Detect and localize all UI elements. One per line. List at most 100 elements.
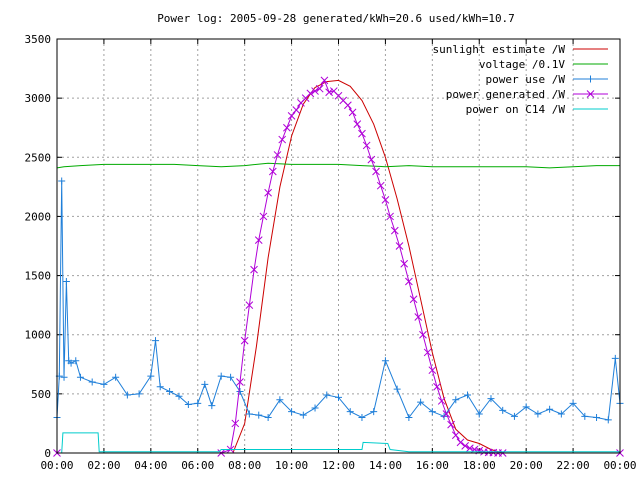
data-point	[409, 295, 418, 304]
data-point	[292, 106, 301, 114]
data-point	[593, 414, 601, 422]
series-1	[56, 162, 620, 169]
data-point	[569, 399, 577, 407]
data-point	[376, 181, 385, 190]
data-point	[264, 188, 272, 197]
data-point	[447, 420, 455, 429]
data-point	[320, 76, 329, 85]
data-point	[276, 396, 284, 404]
data-point	[353, 120, 362, 129]
data-point	[259, 212, 268, 221]
data-point	[417, 398, 425, 406]
x-tick-label: 14:00	[369, 459, 402, 472]
data-point	[250, 265, 258, 274]
data-point	[437, 397, 446, 405]
y-tick-label: 1000	[25, 329, 52, 342]
data-point	[405, 277, 413, 286]
y-tick-label: 3500	[25, 33, 52, 46]
data-point	[428, 366, 437, 375]
data-point	[184, 401, 192, 409]
x-tick-label: 00:00	[603, 459, 636, 472]
data-point	[452, 396, 460, 404]
data-point	[311, 404, 319, 412]
y-tick-label: 3000	[25, 92, 52, 105]
data-point	[166, 387, 174, 395]
data-point	[311, 87, 319, 95]
x-tick-label: 18:00	[463, 459, 496, 472]
data-point	[370, 408, 378, 416]
data-point	[367, 155, 376, 164]
data-point	[487, 395, 495, 403]
legend-label: sunlight estimate /W	[433, 43, 566, 56]
legend-label: power on C14 /W	[466, 103, 566, 116]
data-point	[581, 412, 589, 420]
y-tick-label: 0	[44, 447, 51, 460]
grid-lines	[57, 39, 620, 453]
data-point	[60, 373, 68, 381]
series-2	[53, 177, 624, 424]
x-tick-label: 04:00	[134, 459, 167, 472]
data-point	[464, 391, 472, 399]
data-point	[393, 385, 401, 393]
data-point	[348, 108, 357, 117]
plot-frame	[56, 38, 621, 454]
series-0	[57, 79, 620, 454]
data-point	[254, 236, 263, 244]
data-point	[400, 259, 409, 268]
data-point	[386, 212, 394, 221]
data-point	[358, 414, 366, 422]
data-point	[255, 411, 263, 419]
series-line-1	[56, 162, 620, 169]
data-point	[557, 410, 565, 418]
series-line-0	[57, 79, 620, 454]
data-point	[390, 226, 399, 235]
data-point	[604, 416, 612, 424]
data-point	[510, 412, 518, 420]
x-tick-label: 08:00	[228, 459, 261, 472]
data-point	[522, 403, 530, 411]
data-point	[466, 444, 474, 453]
data-point	[346, 408, 354, 416]
data-point	[76, 373, 84, 381]
data-point	[433, 382, 441, 391]
data-point	[335, 393, 342, 401]
series-line-4	[57, 432, 620, 454]
x-tick-label: 22:00	[557, 459, 590, 472]
data-point	[428, 408, 436, 416]
data-point	[217, 372, 225, 380]
data-point	[245, 301, 254, 309]
legend-label: voltage /0.1V	[479, 58, 565, 71]
data-point	[201, 380, 209, 388]
data-point	[423, 348, 432, 357]
legend-marker	[586, 90, 595, 98]
data-point	[534, 410, 542, 418]
series-4	[57, 432, 620, 454]
data-point	[236, 387, 244, 395]
series-3	[53, 76, 624, 457]
data-point	[147, 372, 155, 380]
series-layer	[53, 76, 624, 457]
chart-title: Power log: 2005-09-28 generated/kWh=20.6…	[157, 12, 515, 25]
data-point	[175, 392, 183, 400]
legend-label: power generated /W	[446, 88, 566, 101]
data-point	[419, 330, 427, 339]
data-point	[88, 378, 96, 386]
x-tick-label: 10:00	[275, 459, 308, 472]
data-point	[58, 177, 66, 185]
legend-marker	[587, 75, 594, 83]
data-point	[456, 438, 465, 447]
data-point	[381, 357, 389, 365]
data-point	[395, 242, 404, 250]
data-point	[273, 151, 282, 159]
data-point	[362, 141, 371, 150]
data-point	[611, 354, 619, 362]
data-point	[72, 357, 80, 365]
data-point	[245, 410, 253, 418]
data-point	[287, 112, 296, 120]
x-tick-label: 02:00	[87, 459, 120, 472]
data-point	[323, 391, 331, 399]
data-point	[358, 129, 366, 138]
data-point	[152, 337, 160, 345]
data-point	[268, 167, 277, 176]
